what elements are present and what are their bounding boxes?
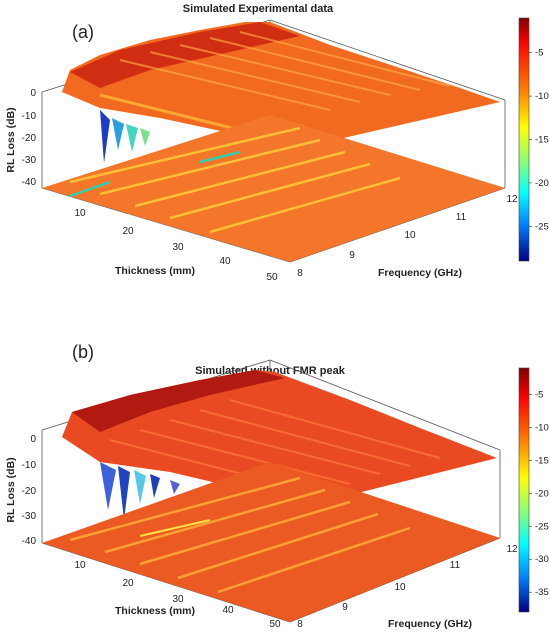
panel-b: (b) Simulated without FMR peak <box>5 342 549 630</box>
panel-b-xlabel: Thickness (mm) <box>115 605 195 617</box>
panel-a-floor-bands <box>69 126 401 234</box>
panel-b-x-tick: 30 <box>172 594 184 605</box>
panel-a-z-tick: -20 <box>22 133 37 144</box>
colorbar-tick-label: -25 <box>535 521 549 532</box>
panel-b-x-tick: 20 <box>122 578 134 589</box>
colorbar-tick-label: -15 <box>535 135 549 146</box>
colorbar-tick-label: -35 <box>535 587 549 598</box>
panel-a-zlabel: RL Loss (dB) <box>5 107 17 172</box>
panel-b-y-tick: 10 <box>394 582 406 593</box>
panel-a-surface-crest <box>70 22 300 88</box>
panel-a-z-ticks: 0 -10 -20 -30 -40 <box>22 88 37 188</box>
panel-a-y-tick: 12 <box>506 194 518 205</box>
panel-b-x-tick: 40 <box>222 605 234 616</box>
panel-b-ylabel: Frequency (GHz) <box>388 618 472 630</box>
panel-b-colorbar-ticks: -5 -10 -15 -20 -25 -30 -35 <box>529 389 549 598</box>
panel-b-floor-bands <box>69 476 411 594</box>
colorbar-tick-label: -20 <box>535 178 549 189</box>
panel-a-x-tick: 50 <box>266 272 278 283</box>
panel-a-x-tick: 20 <box>122 226 134 237</box>
panel-a-x-tick: 40 <box>219 256 231 267</box>
panel-a-y-tick: 11 <box>456 212 467 223</box>
panel-b-y-tick: 9 <box>342 602 348 613</box>
panel-b-zlabel: RL Loss (dB) <box>5 457 17 522</box>
panel-b-z-ticks: 0 -10 -20 -30 -40 <box>22 434 37 547</box>
panel-a-x-ticks: 10 20 30 40 50 <box>74 208 278 283</box>
panel-a-floor-low-bands <box>69 150 241 198</box>
panel-a-colorbar-ticks: -5 -10 -15 -20 -25 <box>529 48 549 232</box>
panel-b-x-tick: 10 <box>74 560 86 571</box>
panel-a-dips <box>100 110 150 163</box>
panel-a-title: Simulated Experimental data <box>183 3 334 15</box>
panel-b-y-ticks: 8 9 10 11 12 <box>297 544 518 630</box>
panel-a-xlabel: Thickness (mm) <box>115 265 195 277</box>
panel-a-y-tick: 10 <box>404 230 416 241</box>
panel-b-z-tick: 0 <box>30 434 36 445</box>
panel-a-colorbar <box>518 17 530 262</box>
panel-b-title: Simulated without FMR peak <box>195 365 346 377</box>
panel-b-dips <box>100 462 180 520</box>
panel-b-z-tick: -30 <box>22 511 37 522</box>
panel-b-y-tick: 12 <box>506 544 518 555</box>
panel-a-z-tick: -10 <box>22 111 37 122</box>
panel-a-ylabel: Frequency (GHz) <box>378 267 462 279</box>
panel-b-floor-low-bands <box>139 519 211 537</box>
panel-b-label: (b) <box>72 342 94 362</box>
panel-a-label: (a) <box>72 22 94 42</box>
colorbar-tick-label: -15 <box>535 455 549 466</box>
colorbar-tick-label: -10 <box>535 422 549 433</box>
panel-a-x-tick: 30 <box>172 242 184 253</box>
panel-a-floor-contour <box>42 115 505 262</box>
colorbar-tick-label: -20 <box>535 488 549 499</box>
panel-b-colorbar <box>518 367 530 613</box>
panel-b-z-tick: -10 <box>22 460 37 471</box>
panel-a-z-tick: 0 <box>30 88 36 99</box>
panel-a-z-tick: -40 <box>22 177 37 188</box>
panel-b-y-tick: 11 <box>450 560 461 571</box>
colorbar-tick-label: -10 <box>535 91 549 102</box>
panel-b-x-tick: 50 <box>269 619 281 630</box>
panel-a-y-tick: 9 <box>349 250 355 261</box>
panel-a: (a) Simulated Experimental data <box>5 3 549 283</box>
panel-b-x-ticks: 10 20 30 40 50 <box>74 560 281 630</box>
panel-b-y-tick: 8 <box>297 619 303 630</box>
panel-a-y-ticks: 8 9 10 11 12 <box>297 194 518 279</box>
colorbar-tick-label: -25 <box>535 221 549 232</box>
panel-a-y-tick: 8 <box>297 268 303 279</box>
panel-b-surface-crest <box>72 370 285 432</box>
panel-b-floor-contour <box>42 462 500 622</box>
panel-b-z-tick: -40 <box>22 536 37 547</box>
panel-b-surface-ridges <box>109 399 441 495</box>
colorbar-tick-label: -5 <box>535 48 543 59</box>
colorbar-tick-label: -5 <box>535 389 543 400</box>
panel-a-x-tick: 10 <box>74 208 86 219</box>
panel-a-z-tick: -30 <box>22 155 37 166</box>
panel-b-z-tick: -20 <box>22 486 37 497</box>
colorbar-tick-label: -30 <box>535 554 549 565</box>
